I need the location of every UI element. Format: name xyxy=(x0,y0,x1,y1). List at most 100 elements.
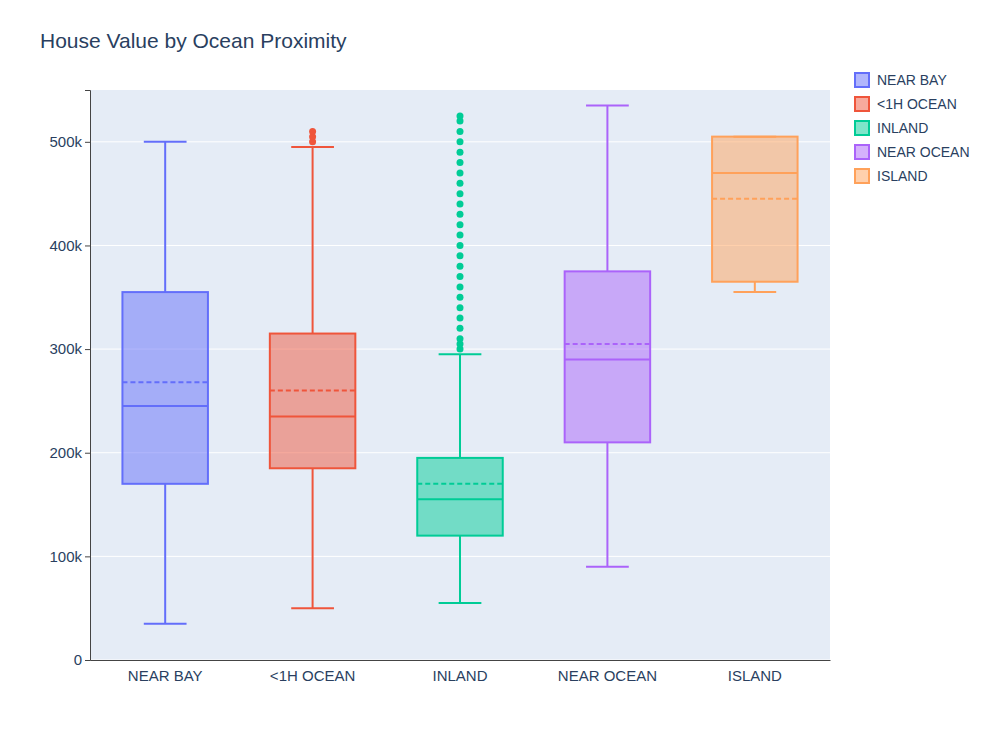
x-tick-label: <1H OCEAN xyxy=(270,667,355,684)
outlier-point xyxy=(457,315,464,322)
whisker-lower xyxy=(459,536,461,603)
x-axis: NEAR BAY <1H OCEAN INLAND NEAR OCEAN ISLAND xyxy=(91,660,831,684)
whisker-upper xyxy=(312,147,314,334)
whisker-lower xyxy=(754,282,756,292)
outlier-point xyxy=(457,138,464,145)
y-tick-label: 400k xyxy=(49,237,82,254)
x-tick: ISLAND xyxy=(728,660,782,684)
whisker-upper xyxy=(606,106,608,272)
outlier-point xyxy=(457,211,464,218)
y-tick-mark xyxy=(85,556,90,557)
outlier-point xyxy=(457,335,464,342)
y-tick: 500k xyxy=(49,133,90,150)
whisker-lower xyxy=(606,442,608,566)
whisker-cap-upper xyxy=(291,146,334,148)
whisker-cap-upper xyxy=(586,105,629,107)
box xyxy=(270,334,355,469)
box xyxy=(122,292,207,484)
box-group xyxy=(270,128,355,608)
legend-label: ISLAND xyxy=(877,168,928,184)
y-tick-label: 300k xyxy=(49,340,82,357)
mean-line xyxy=(565,343,650,345)
whisker-cap-upper xyxy=(144,141,187,143)
y-axis: 0 100k 200k 300k 400k 500k xyxy=(49,91,90,669)
median-line xyxy=(270,415,355,417)
median-line xyxy=(417,498,502,500)
y-tick: 100k xyxy=(49,548,90,565)
outlier-point xyxy=(309,128,316,135)
box xyxy=(417,458,502,536)
legend-item: NEAR OCEAN xyxy=(855,144,970,160)
plot-area: 0 100k 200k 300k 400k 500k NEAR BAY <1H OCEAN IN… xyxy=(49,90,830,684)
whisker-lower xyxy=(164,484,166,624)
y-tick-mark xyxy=(85,142,90,143)
y-tick: 400k xyxy=(49,237,90,254)
y-tick: 0 xyxy=(74,651,90,668)
chart-title: House Value by Ocean Proximity xyxy=(40,29,347,52)
legend-label: NEAR OCEAN xyxy=(877,144,970,160)
median-line xyxy=(565,358,650,360)
marks xyxy=(122,106,797,624)
y-tick-mark xyxy=(85,245,90,246)
legend-item: ISLAND xyxy=(855,168,928,184)
x-axis-line xyxy=(91,660,831,661)
legend-item: <1H OCEAN xyxy=(855,96,957,112)
legend-label: <1H OCEAN xyxy=(877,96,957,112)
legend-label: NEAR BAY xyxy=(877,72,947,88)
outlier-point xyxy=(457,201,464,208)
whisker-upper xyxy=(459,354,461,458)
chart: House Value by Ocean Proximity 0 100k 200k 3… xyxy=(0,0,1000,750)
whisker-cap-lower xyxy=(733,291,776,293)
plot-background xyxy=(90,90,830,660)
outlier-point xyxy=(457,252,464,259)
x-tick-label: ISLAND xyxy=(728,667,782,684)
outlier-point xyxy=(457,294,464,301)
whisker-cap-lower xyxy=(291,607,334,609)
box-group xyxy=(122,142,207,624)
outlier-point xyxy=(457,180,464,187)
y-tick: 200k xyxy=(49,444,90,461)
y-tick-mark xyxy=(85,349,90,350)
box-group xyxy=(417,112,502,603)
whisker-cap-upper xyxy=(439,353,482,355)
x-tick: NEAR BAY xyxy=(128,660,203,684)
outlier-point xyxy=(457,169,464,176)
whisker-cap-lower xyxy=(586,566,629,568)
outlier-point xyxy=(457,159,464,166)
y-tick-label: 0 xyxy=(74,651,82,668)
x-tick-label: INLAND xyxy=(432,667,487,684)
whisker-cap-lower xyxy=(144,623,187,625)
outlier-point xyxy=(457,273,464,280)
outlier-point xyxy=(457,283,464,290)
legend-label: INLAND xyxy=(877,120,928,136)
y-tick-mark xyxy=(85,660,90,661)
outlier-point xyxy=(457,128,464,135)
outlier-point xyxy=(457,112,464,119)
box-group xyxy=(712,137,797,292)
x-tick: NEAR OCEAN xyxy=(558,660,657,684)
outlier-point xyxy=(457,190,464,197)
y-tick-label: 200k xyxy=(49,444,82,461)
x-tick: <1H OCEAN xyxy=(270,660,355,684)
y-tick: 300k xyxy=(49,340,90,357)
y-tick-mark xyxy=(85,453,90,454)
whisker-upper xyxy=(164,142,166,292)
legend-swatch xyxy=(855,121,869,135)
whisker-cap-lower xyxy=(439,602,482,604)
legend-swatch xyxy=(855,169,869,183)
legend: NEAR BAY <1H OCEAN INLAND NEAR OCEAN ISLAND xyxy=(855,72,970,184)
box xyxy=(565,271,650,442)
outlier-point xyxy=(457,304,464,311)
outlier-point xyxy=(457,242,464,249)
legend-swatch xyxy=(855,145,869,159)
legend-item: NEAR BAY xyxy=(855,72,947,88)
outlier-point xyxy=(457,232,464,239)
box xyxy=(712,137,797,282)
x-tick-label: NEAR OCEAN xyxy=(558,667,657,684)
whisker-lower xyxy=(312,468,314,608)
y-axis-line xyxy=(85,91,91,661)
mean-line xyxy=(122,381,207,383)
y-tick-label: 500k xyxy=(49,133,82,150)
outlier-point xyxy=(457,325,464,332)
mean-line xyxy=(270,390,355,392)
